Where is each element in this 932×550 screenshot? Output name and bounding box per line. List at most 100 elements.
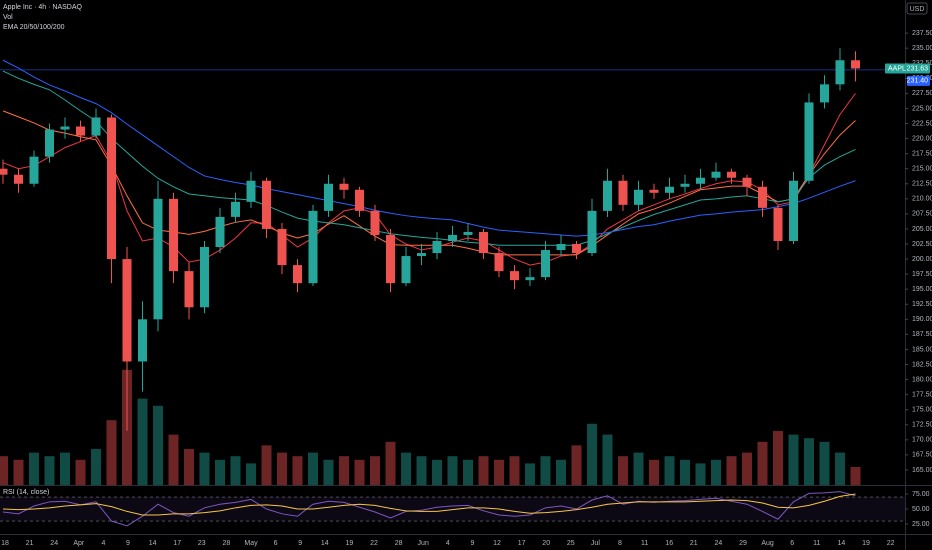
x-tick-label: 16 (665, 540, 673, 547)
y-tick-label: 217.50 (912, 150, 932, 157)
candle-body (618, 180, 628, 205)
volume-bar (292, 456, 303, 485)
volume-bar (261, 445, 272, 485)
y-tick-label: 235.00 (912, 45, 932, 52)
y-tick-label: 205.00 (912, 226, 932, 233)
candle-body (510, 271, 519, 281)
x-tick-label: 19 (862, 540, 870, 547)
x-tick-label: 28 (223, 540, 231, 547)
x-tick-label: 18 (1, 540, 9, 547)
candle-body (665, 186, 674, 193)
y-tick-label: 210.00 (912, 196, 932, 203)
candle-body (758, 186, 767, 208)
candle-body (308, 210, 318, 284)
ema-label: EMA 20/50/100/200 (3, 24, 65, 31)
volume-bar (742, 452, 752, 485)
candle-body (417, 253, 426, 257)
y-tick-label: 215.00 (912, 166, 932, 173)
volume-bar (819, 441, 830, 485)
candle-body (820, 84, 829, 103)
volume-bar (385, 441, 396, 485)
ema-line (2, 70, 856, 246)
currency: USD (910, 6, 925, 13)
candle-body (91, 117, 101, 136)
rsi-tick-label: 50.00 (912, 506, 930, 513)
x-tick-label: 22 (887, 540, 895, 547)
currency-box[interactable] (906, 2, 928, 15)
x-tick-label: 9 (126, 540, 130, 547)
candle-body (107, 117, 116, 260)
volume-bar (75, 459, 86, 485)
volume-bar (44, 456, 55, 485)
volume-bar (401, 452, 411, 485)
candle-body (851, 60, 860, 69)
candle-body (696, 177, 705, 184)
y-tick-label: 225.00 (912, 105, 932, 112)
x-tick-label: 12 (493, 540, 501, 547)
volume-bar (463, 459, 473, 485)
candle-body (556, 244, 566, 251)
x-tick-label: 21 (26, 540, 34, 547)
symbol-tag: AAPL (888, 65, 906, 72)
candle-body (0, 168, 8, 175)
volume-bar (432, 459, 442, 485)
candle-body (76, 126, 85, 136)
volume-bar (215, 459, 225, 485)
volume-bar (416, 456, 427, 485)
candle-body (324, 183, 333, 211)
volume-bar (106, 420, 117, 485)
y-tick-label: 182.50 (912, 361, 932, 368)
candle-body (246, 180, 256, 202)
candle-body (401, 256, 411, 284)
x-tick-label: 14 (149, 540, 157, 547)
rsi-tick-label: 75.00 (912, 491, 930, 498)
x-tick-label: 9 (470, 540, 474, 547)
candle-body (215, 216, 225, 248)
volume-bar (153, 405, 163, 485)
volume-bar (199, 452, 210, 485)
ema-line (2, 93, 856, 266)
y-tick-label: 207.50 (912, 211, 932, 218)
x-tick-label: Apr (73, 540, 85, 547)
x-tick-label: 14 (321, 540, 329, 547)
y-tick-label: 192.50 (912, 301, 932, 308)
candle-body (262, 180, 271, 229)
rsi-line (2, 491, 856, 527)
volume-bar (91, 449, 101, 485)
rsi-tick-label: 25.00 (912, 521, 930, 528)
candle-body (634, 189, 643, 205)
y-tick-label: 170.00 (912, 437, 932, 444)
y-tick-label: 180.00 (912, 376, 932, 383)
volume-bar (0, 456, 8, 485)
x-tick-label: 17 (173, 540, 181, 547)
volume-bar (246, 463, 256, 485)
candle-body (603, 180, 612, 211)
volume-bar (633, 452, 644, 485)
volume-bar (370, 456, 380, 485)
x-tick-label: 20 (542, 540, 550, 547)
volume-bar (137, 398, 148, 485)
volume-bar (773, 431, 783, 485)
volume-bar (525, 463, 535, 485)
volume-label: Vol (3, 14, 13, 21)
x-tick-label: May (244, 540, 258, 547)
x-tick-label: 11 (641, 540, 648, 547)
candle-body (773, 207, 783, 241)
y-tick-label: 165.00 (912, 467, 932, 474)
x-tick-label: Aug (761, 540, 774, 547)
x-tick-label: 21 (690, 540, 698, 547)
candle-body (231, 201, 240, 217)
candle-body (572, 244, 581, 254)
y-tick-label: 172.50 (912, 422, 932, 429)
volume-bar (649, 459, 659, 485)
x-tick-label: Jul (591, 540, 600, 547)
x-tick-label: Jun (418, 540, 429, 547)
volume-bar (60, 452, 70, 485)
candle-body (339, 183, 349, 190)
y-tick-label: 220.00 (912, 135, 932, 142)
candle-body (835, 60, 845, 85)
candle-body (45, 129, 54, 157)
volume-bar (354, 459, 365, 485)
